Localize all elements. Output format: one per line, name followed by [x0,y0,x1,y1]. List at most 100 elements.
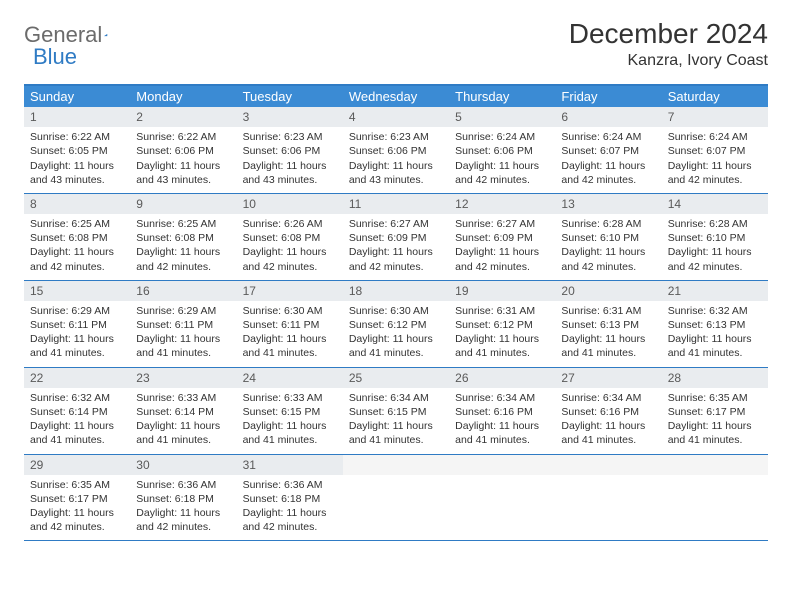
sunrise-line: Sunrise: 6:34 AM [561,391,655,405]
calendar-day: 18Sunrise: 6:30 AMSunset: 6:12 PMDayligh… [343,281,449,367]
calendar-day: 1Sunrise: 6:22 AMSunset: 6:05 PMDaylight… [24,107,130,193]
sunset-line: Sunset: 6:17 PM [668,405,762,419]
sunset-line: Sunset: 6:11 PM [136,318,230,332]
calendar-day: 15Sunrise: 6:29 AMSunset: 6:11 PMDayligh… [24,281,130,367]
day-details: Sunrise: 6:24 AMSunset: 6:07 PMDaylight:… [555,130,661,187]
day-number: 18 [343,281,449,301]
sunrise-line: Sunrise: 6:28 AM [668,217,762,231]
calendar-day: 17Sunrise: 6:30 AMSunset: 6:11 PMDayligh… [237,281,343,367]
sunrise-line: Sunrise: 6:32 AM [30,391,124,405]
calendar-day [662,455,768,541]
daylight-line: Daylight: 11 hours and 43 minutes. [349,159,443,187]
day-number [555,455,661,475]
sunset-line: Sunset: 6:17 PM [30,492,124,506]
daylight-line: Daylight: 11 hours and 42 minutes. [349,245,443,273]
daylight-line: Daylight: 11 hours and 41 minutes. [349,419,443,447]
weekday-header: Wednesday [343,86,449,107]
sunset-line: Sunset: 6:06 PM [455,144,549,158]
sunrise-line: Sunrise: 6:28 AM [561,217,655,231]
day-number: 26 [449,368,555,388]
sunrise-line: Sunrise: 6:30 AM [243,304,337,318]
day-details: Sunrise: 6:28 AMSunset: 6:10 PMDaylight:… [662,217,768,274]
calendar-day: 22Sunrise: 6:32 AMSunset: 6:14 PMDayligh… [24,368,130,454]
sunrise-line: Sunrise: 6:30 AM [349,304,443,318]
day-details: Sunrise: 6:31 AMSunset: 6:13 PMDaylight:… [555,304,661,361]
calendar-day: 25 Sunrise: 6:34 AMSunset: 6:15 PMDayligh… [343,368,449,454]
day-number: 29 [24,455,130,475]
sunrise-line: Sunrise: 6:34 AM [349,391,443,405]
day-number [449,455,555,475]
calendar-day: 16Sunrise: 6:29 AMSunset: 6:11 PMDayligh… [130,281,236,367]
location: Kanzra, Ivory Coast [569,52,768,70]
sunrise-line: Sunrise: 6:22 AM [30,130,124,144]
day-number: 11 [343,194,449,214]
daylight-line: Daylight: 11 hours and 43 minutes. [243,159,337,187]
day-number: 1 [24,107,130,127]
daylight-line: Daylight: 11 hours and 42 minutes. [561,159,655,187]
day-number: 12 [449,194,555,214]
sunset-line: Sunset: 6:11 PM [30,318,124,332]
day-details: Sunrise: 6:27 AMSunset: 6:09 PMDaylight:… [343,217,449,274]
day-details: Sunrise: 6:32 AMSunset: 6:14 PMDaylight:… [24,391,130,448]
day-number: 4 [343,107,449,127]
calendar-day: 7Sunrise: 6:24 AMSunset: 6:07 PMDaylight… [662,107,768,193]
sunset-line: Sunset: 6:09 PM [455,231,549,245]
header: General December 2024 Kanzra, Ivory Coas… [24,18,768,70]
daylight-line: Daylight: 11 hours and 41 minutes. [561,419,655,447]
sunrise-line: Sunrise: 6:22 AM [136,130,230,144]
day-number: 23 [130,368,236,388]
sunrise-line: Sunrise: 6:31 AM [455,304,549,318]
calendar-day [343,455,449,541]
calendar-day: 24Sunrise: 6:33 AMSunset: 6:15 PMDayligh… [237,368,343,454]
title-block: December 2024 Kanzra, Ivory Coast [569,18,768,70]
sunrise-line: Sunrise: 6:36 AM [136,478,230,492]
sunset-line: Sunset: 6:16 PM [561,405,655,419]
sunrise-line: Sunrise: 6:24 AM [561,130,655,144]
calendar-day: 9Sunrise: 6:25 AMSunset: 6:08 PMDaylight… [130,194,236,280]
day-number: 5 [449,107,555,127]
sunrise-line: Sunrise: 6:25 AM [30,217,124,231]
daylight-line: Daylight: 11 hours and 42 minutes. [243,245,337,273]
calendar-week: 29 Sunrise: 6:35 AMSunset: 6:17 PMDayligh… [24,455,768,542]
day-number: 2 [130,107,236,127]
sunset-line: Sunset: 6:07 PM [668,144,762,158]
daylight-line: Daylight: 11 hours and 42 minutes. [243,506,337,534]
daylight-line: Daylight: 11 hours and 42 minutes. [30,506,124,534]
day-number: 25 [343,368,449,388]
sunrise-line: Sunrise: 6:29 AM [136,304,230,318]
calendar-day: 26 Sunrise: 6:34 AMSunset: 6:16 PMDayligh… [449,368,555,454]
day-details: Sunrise: 6:28 AMSunset: 6:10 PMDaylight:… [555,217,661,274]
daylight-line: Daylight: 11 hours and 41 minutes. [136,332,230,360]
calendar-week: 1Sunrise: 6:22 AMSunset: 6:05 PMDaylight… [24,107,768,194]
day-details: Sunrise: 6:24 AMSunset: 6:06 PMDaylight:… [449,130,555,187]
day-details: Sunrise: 6:24 AMSunset: 6:07 PMDaylight:… [662,130,768,187]
day-details: Sunrise: 6:36 AMSunset: 6:18 PMDaylight:… [130,478,236,535]
calendar-day: 11 Sunrise: 6:27 AMSunset: 6:09 PMDayligh… [343,194,449,280]
day-number: 19 [449,281,555,301]
day-number: 13 [555,194,661,214]
sunset-line: Sunset: 6:15 PM [349,405,443,419]
logo-triangle-icon [104,28,107,42]
day-number: 24 [237,368,343,388]
day-details: Sunrise: 6:35 AMSunset: 6:17 PMDaylight:… [24,478,130,535]
weekday-header: Sunday [24,86,130,107]
sunrise-line: Sunrise: 6:23 AM [243,130,337,144]
sunrise-line: Sunrise: 6:23 AM [349,130,443,144]
daylight-line: Daylight: 11 hours and 41 minutes. [455,332,549,360]
sunrise-line: Sunrise: 6:35 AM [668,391,762,405]
daylight-line: Daylight: 11 hours and 41 minutes. [455,419,549,447]
day-number [662,455,768,475]
day-details: Sunrise: 6:27 AMSunset: 6:09 PMDaylight:… [449,217,555,274]
daylight-line: Daylight: 11 hours and 42 minutes. [455,245,549,273]
day-details: Sunrise: 6:34 AMSunset: 6:16 PMDaylight:… [449,391,555,448]
day-number: 27 [555,368,661,388]
day-number: 20 [555,281,661,301]
calendar-day: 14Sunrise: 6:28 AMSunset: 6:10 PMDayligh… [662,194,768,280]
daylight-line: Daylight: 11 hours and 42 minutes. [561,245,655,273]
calendar-week: 15Sunrise: 6:29 AMSunset: 6:11 PMDayligh… [24,281,768,368]
sunset-line: Sunset: 6:06 PM [243,144,337,158]
day-number: 6 [555,107,661,127]
daylight-line: Daylight: 11 hours and 43 minutes. [30,159,124,187]
daylight-line: Daylight: 11 hours and 42 minutes. [136,245,230,273]
daylight-line: Daylight: 11 hours and 41 minutes. [561,332,655,360]
